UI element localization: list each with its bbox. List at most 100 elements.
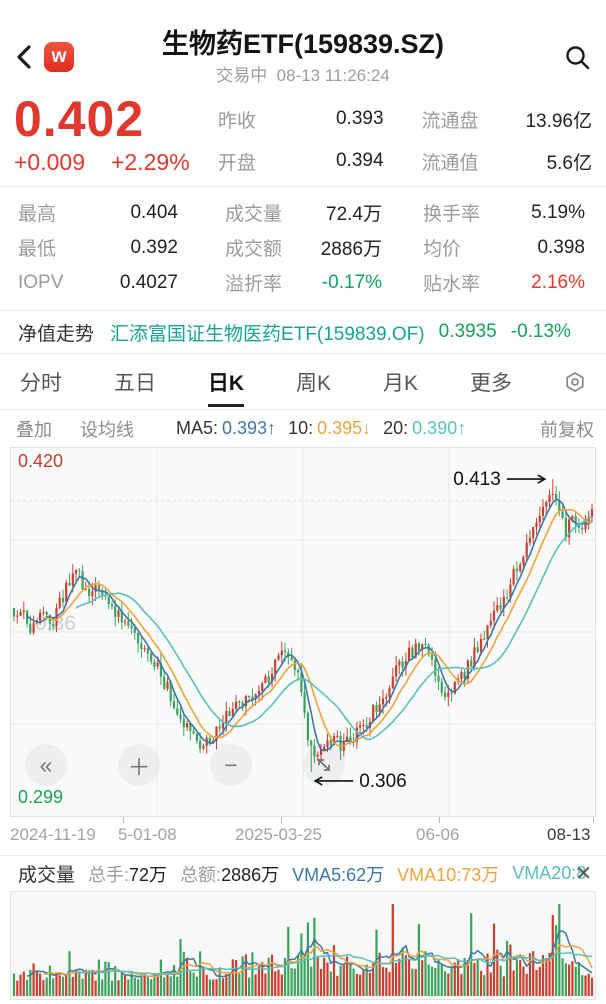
- stats-field: 溢折率 -0.17%: [225, 269, 382, 296]
- stat-label: 成交额: [225, 239, 283, 260]
- ma10-label: 10:: [288, 418, 314, 438]
- float-value-label: 流通值: [421, 152, 479, 174]
- chart-tabs: 分时 五日 日K 周K 月K 更多: [0, 354, 606, 409]
- stat-label: 最高: [18, 204, 57, 225]
- ma-values: MA5: 0.393↑ 10: 0.395↓ 20: 0.390↑: [176, 418, 466, 439]
- stat-label: 溢折率: [225, 274, 283, 295]
- logo-letter: w: [51, 46, 67, 67]
- stat-label: 最低: [18, 239, 57, 260]
- quote-field: 流通值 5.6亿: [422, 148, 592, 175]
- chart-settings-button[interactable]: [564, 371, 586, 393]
- nav-fund-link[interactable]: 汇添富国证生物医药ETF(159839.OF): [110, 323, 425, 345]
- resize-arrows-icon: [318, 759, 330, 771]
- vma20-value: VMA20:8: [512, 863, 587, 883]
- x-axis-label: 5-01-08: [118, 825, 177, 844]
- prev-close-value: 0.393: [335, 108, 384, 129]
- zoom-in-button[interactable]: ＋: [118, 744, 160, 786]
- axis-tick: [593, 817, 594, 823]
- header: w 生物药ETF(159839.SZ) 交易中 08-13 11:26:24: [0, 0, 606, 92]
- stats-grid: 最高 0.404 成交量 72.4万 换手率 5.19% 最低 0.392 成交额 2886万 均价…: [0, 187, 606, 310]
- wind-app-logo[interactable]: w: [44, 42, 74, 72]
- set-ma-button[interactable]: 设均线: [80, 419, 134, 440]
- svg-text:0.306: 0.306: [359, 771, 407, 792]
- last-price: 0.402: [14, 91, 145, 147]
- ma20-value: 0.390↑: [412, 418, 467, 438]
- vma5-value: VMA5:62万: [292, 864, 385, 885]
- ma10-value: 0.395↓: [317, 418, 372, 438]
- price-change: +0.009 +2.29%: [14, 149, 216, 176]
- ma5-value: 0.393↑: [222, 418, 277, 438]
- stat-value: 72.4万: [326, 204, 382, 225]
- stats-field: 最高 0.404: [18, 199, 178, 226]
- quote-grid: 昨收 0.393 流通盘 13.96亿 开盘 0.394 流通值 5.6亿: [218, 98, 592, 182]
- stat-value: 2.16%: [531, 271, 585, 293]
- nav-label: 净值走势: [18, 323, 95, 345]
- stat-label: IOPV: [18, 271, 64, 293]
- stat-value: 5.19%: [531, 201, 585, 223]
- stats-field: 换手率 5.19%: [423, 199, 585, 226]
- stats-field: IOPV 0.4027: [18, 272, 178, 294]
- x-axis-label: 2025-03-25: [235, 825, 322, 844]
- close-volume-icon[interactable]: ✕: [575, 863, 592, 885]
- y-max-label: 0.420: [18, 451, 64, 471]
- trading-status: 交易中 08-13 11:26:24: [216, 66, 390, 85]
- search-icon[interactable]: [564, 44, 590, 70]
- svg-text:0.413: 0.413: [453, 469, 501, 490]
- volume-title: 成交量: [18, 865, 76, 886]
- stats-field: 均价 0.398: [423, 234, 585, 261]
- stat-label: 换手率: [423, 204, 481, 225]
- open-label: 开盘: [218, 152, 257, 174]
- tab-分时[interactable]: 分时: [20, 371, 62, 395]
- quote-field: 开盘 0.394: [218, 148, 384, 175]
- total-amount: 总额:2886万: [180, 864, 280, 885]
- stat-value: 2886万: [320, 239, 382, 260]
- stats-field: 最低 0.392: [18, 234, 178, 261]
- ma5-label: MA5:: [176, 418, 219, 438]
- x-axis: 2024-11-19 5-01-08 2025-03-25 06-06 08-13: [10, 817, 595, 855]
- tab-月K[interactable]: 月K: [383, 371, 419, 395]
- total-lots: 总手:72万: [88, 864, 168, 885]
- stat-label: 均价: [423, 239, 462, 260]
- stats-row: 最低 0.392 成交额 2886万 均价 0.398: [0, 230, 606, 265]
- quote-section: 0.402 +0.009 +2.29% 昨收 0.393 流通盘 13.96亿 开盘 0.…: [0, 91, 606, 186]
- change-abs: +0.009: [14, 149, 85, 175]
- prev-close-label: 昨收: [218, 110, 257, 132]
- axis-tick: [439, 817, 440, 823]
- overlay-button[interactable]: 叠加: [16, 419, 52, 440]
- stats-field: 成交额 2886万: [225, 234, 382, 261]
- scroll-left-button[interactable]: «: [25, 744, 67, 786]
- stats-row: IOPV 0.4027 溢折率 -0.17% 贴水率 2.16%: [0, 265, 606, 300]
- volume-canvas: [12, 904, 594, 996]
- tab-五日[interactable]: 五日: [113, 371, 156, 395]
- stat-label: 贴水率: [423, 274, 481, 295]
- page-title: 生物药ETF(159839.SZ): [161, 29, 445, 59]
- stats-field: 成交量 72.4万: [225, 199, 382, 226]
- resize-button[interactable]: [303, 744, 345, 786]
- stats-field: 贴水率 2.16%: [423, 269, 585, 296]
- x-axis-label: 2024-11-19: [10, 825, 96, 844]
- tab-更多[interactable]: 更多: [469, 371, 512, 395]
- float-shares-label: 流通盘: [421, 110, 479, 132]
- y-min-label: 0.299: [18, 787, 64, 807]
- vma10-value: VMA10:73万: [397, 864, 500, 885]
- open-value: 0.394: [335, 150, 384, 171]
- tab-周K[interactable]: 周K: [296, 371, 332, 395]
- x-axis-label: 08-13: [547, 825, 591, 844]
- stat-value: 0.4027: [119, 271, 178, 293]
- stat-value: 0.392: [130, 236, 178, 258]
- stats-row: 最高 0.404 成交量 72.4万 换手率 5.19%: [0, 195, 606, 230]
- adjust-mode-button[interactable]: 前复权: [540, 419, 594, 440]
- stat-label: 成交量: [225, 204, 283, 225]
- axis-tick: [281, 817, 282, 823]
- nav-change: -0.13%: [510, 321, 571, 342]
- float-value-value: 5.6亿: [546, 152, 592, 174]
- stat-value: 0.404: [130, 201, 178, 223]
- zoom-out-button[interactable]: −: [210, 744, 252, 786]
- back-icon[interactable]: [12, 44, 38, 70]
- x-axis-label: 06-06: [416, 825, 460, 844]
- tab-日K[interactable]: 日K: [207, 357, 245, 407]
- volume-header: 成交量 总手:72万 总额:2886万 VMA5:62万 VMA10:73万 V…: [0, 856, 606, 891]
- gear-icon: [566, 371, 584, 392]
- change-pct: +2.29%: [111, 149, 190, 175]
